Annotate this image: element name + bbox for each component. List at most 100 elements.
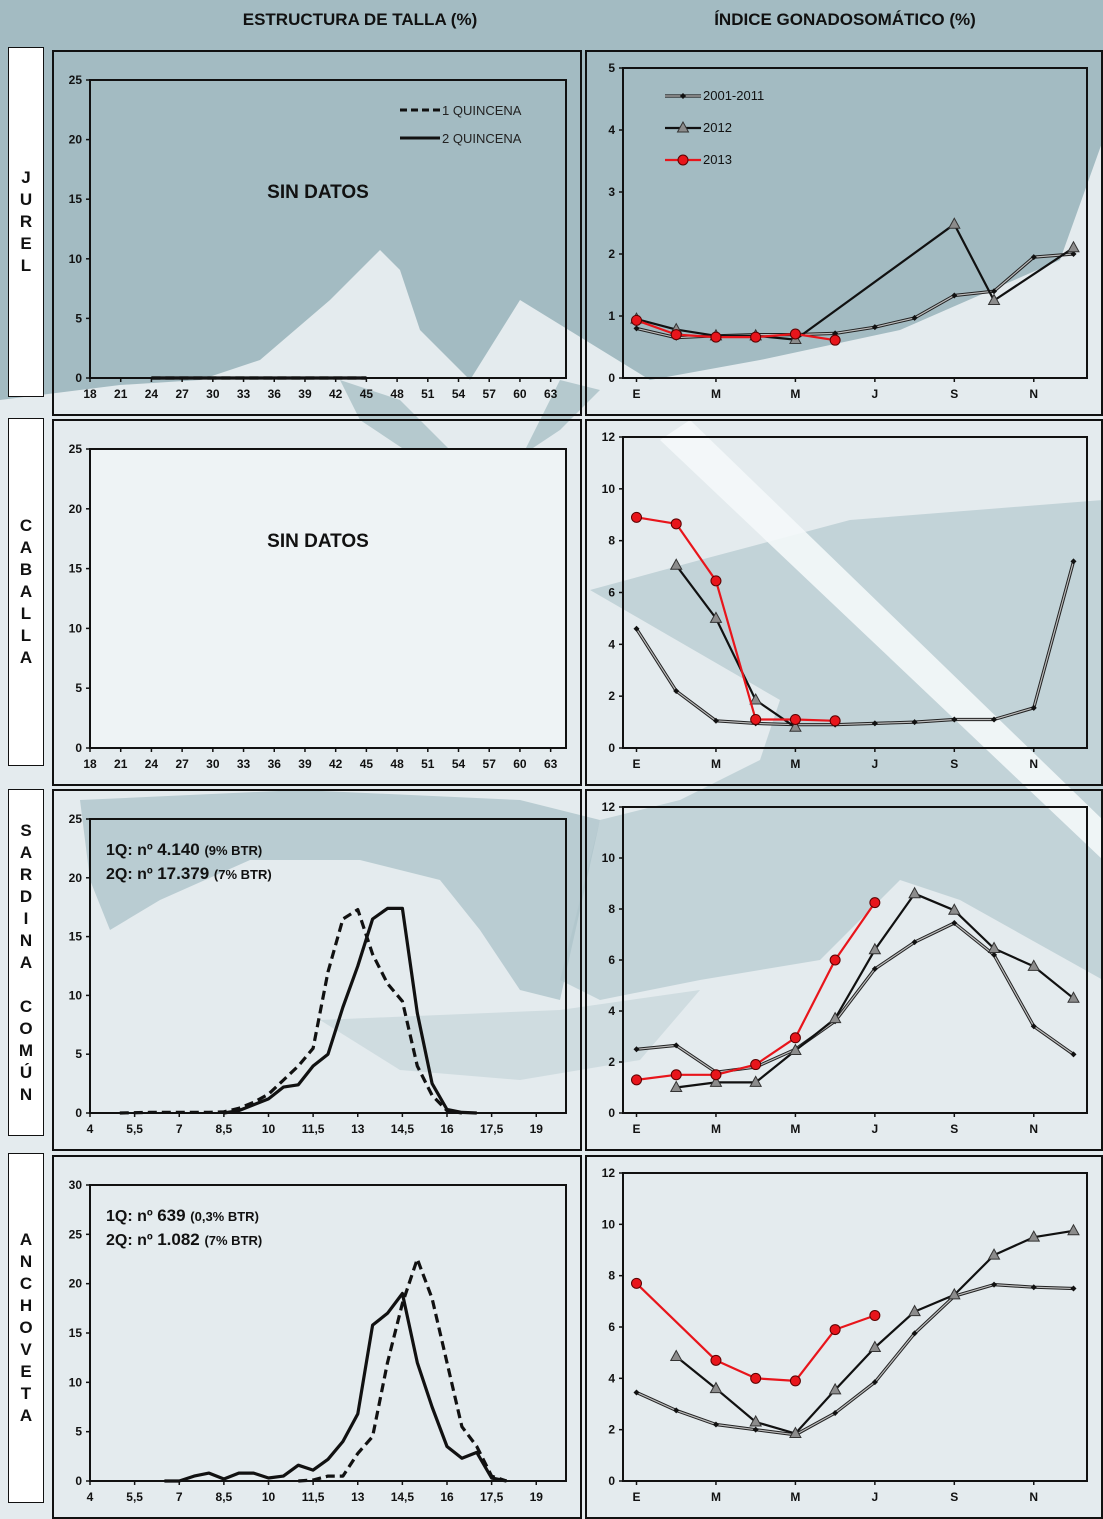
- y-tick-label: 20: [69, 133, 83, 147]
- data-point-2001-2011: [832, 1409, 839, 1416]
- data-point-2001-2011: [673, 687, 680, 694]
- data-point-2001-2011: [1070, 1285, 1077, 1292]
- y-tick-label: 20: [69, 1277, 83, 1291]
- x-tick-label: 19: [530, 1490, 544, 1504]
- series-line-2013: [636, 319, 836, 342]
- y-tick-label: 5: [608, 61, 615, 75]
- x-tick-label: 8,5: [216, 1490, 233, 1504]
- chart-jurel-igs: 0 1 2 3 4 5 E M M J S N 2001-2011 2012 2013: [585, 50, 1103, 416]
- y-tick-label: 25: [69, 442, 83, 456]
- right-column-title: ÍNDICE GONADOSOMÁTICO (%): [714, 10, 976, 29]
- no-data-annotation: SIN DATOS: [267, 531, 369, 552]
- x-tick-label: 4: [87, 1122, 94, 1136]
- x-tick-label: 21: [114, 757, 128, 771]
- series-line-2001-2011: [635, 561, 1075, 726]
- y-tick-label: 0: [608, 1474, 615, 1488]
- species-letter: I: [23, 908, 29, 928]
- data-point-2001-2011: [951, 716, 958, 723]
- y-tick-label: 2: [608, 247, 615, 261]
- y-tick-label: 1: [608, 309, 615, 323]
- legend-label: 2013: [703, 152, 732, 167]
- data-point-2013: [710, 575, 722, 587]
- y-tick-label: 12: [602, 1166, 616, 1180]
- y-tick-label: 10: [69, 1375, 83, 1389]
- legend-marker: [676, 120, 690, 133]
- data-point-2001-2011: [1030, 254, 1037, 261]
- data-point-2001-2011: [991, 1281, 998, 1288]
- data-point-2013: [631, 511, 643, 523]
- x-tick-label: 42: [329, 387, 343, 401]
- jurel-talla-svg: 0 5 10 15 20 25 18 21 24 27 30 33 36 39 42 45 48 51 54 57 60…: [69, 73, 567, 401]
- y-tick-label: 3: [608, 185, 615, 199]
- chart-anchoveta-igs: 0 2 4 6 8 10 12 E M M J S N: [585, 1155, 1103, 1519]
- species-letter: O: [19, 1318, 33, 1337]
- species-letter: A: [19, 1230, 33, 1249]
- data-point-2013: [631, 1074, 643, 1086]
- data-point-2001-2011: [911, 1330, 918, 1337]
- data-point-2012: [828, 1011, 842, 1024]
- x-tick-label: S: [950, 1122, 958, 1136]
- data-point-2001-2011: [673, 1042, 680, 1049]
- x-tick-label: 45: [360, 387, 374, 401]
- x-tick-label: 7: [176, 1122, 183, 1136]
- x-tick-label: S: [950, 1490, 958, 1504]
- data-point-2012: [789, 720, 802, 732]
- species-letter: R: [19, 212, 33, 231]
- y-tick-label: 0: [75, 371, 82, 385]
- species-letter: B: [19, 560, 33, 579]
- data-point-2012: [908, 886, 921, 899]
- y-tick-label: 8: [608, 534, 615, 548]
- data-point-2012: [908, 1304, 921, 1317]
- x-tick-label: N: [1029, 757, 1038, 771]
- y-tick-label: 15: [69, 1326, 83, 1340]
- x-tick-label: M: [790, 1122, 800, 1136]
- sample-count-label: 2Q: nº 17.379 (7% BTR): [106, 864, 272, 883]
- chart-sardina-igs: 0 2 4 6 8 10 12 E M M J S N: [585, 789, 1103, 1151]
- data-point-2001-2011: [1070, 558, 1077, 565]
- data-point-2001-2011: [991, 951, 998, 958]
- data-point-2012: [669, 1349, 683, 1362]
- species-letter: A: [19, 842, 33, 862]
- x-tick-label: 63: [544, 387, 558, 401]
- x-tick-label: 54: [452, 757, 466, 771]
- data-point-2013: [750, 1059, 762, 1071]
- data-point-2012: [947, 903, 961, 915]
- series-line-2013: [636, 516, 836, 722]
- data-point-2013: [829, 1324, 841, 1336]
- x-tick-label: 45: [360, 757, 374, 771]
- data-point-2012: [749, 1075, 763, 1087]
- y-tick-label: 6: [608, 586, 615, 600]
- x-tick-label: 7: [176, 1490, 183, 1504]
- x-tick-label: J: [872, 1490, 879, 1504]
- data-point-2012: [789, 1043, 802, 1056]
- series-line-2001-2011: [636, 1283, 1074, 1436]
- x-tick-label: 17,5: [480, 1122, 504, 1136]
- x-tick-label: 54: [452, 387, 466, 401]
- y-tick-label: 20: [69, 871, 83, 885]
- data-point-2001-2011: [871, 324, 878, 331]
- jurel-igs-svg: 0 1 2 3 4 5 E M M J S N 2001-2011 2012 2013: [608, 61, 1088, 401]
- data-point-2001-2011: [911, 314, 918, 321]
- x-tick-label: 5,5: [126, 1122, 143, 1136]
- species-letter: S: [20, 820, 32, 840]
- x-tick-label: 4: [87, 1490, 94, 1504]
- y-tick-label: 2: [608, 1055, 615, 1069]
- y-tick-label: 0: [75, 1106, 82, 1120]
- sample-count-label: 1Q: nº 639 (0,3% BTR): [106, 1206, 259, 1225]
- data-point-2013: [750, 331, 762, 343]
- x-tick-label: M: [790, 387, 800, 401]
- x-tick-label: 14,5: [391, 1490, 415, 1504]
- species-letter: A: [19, 648, 33, 667]
- data-point-2013: [829, 954, 841, 966]
- species-letter: A: [19, 1406, 33, 1425]
- no-data-annotation: SIN DATOS: [267, 182, 369, 203]
- data-point-2001-2011: [633, 1046, 640, 1053]
- data-point-2012: [709, 1381, 723, 1394]
- y-tick-label: 15: [69, 192, 83, 206]
- data-point-2012: [987, 941, 1001, 954]
- species-letter: H: [19, 1296, 33, 1315]
- x-tick-label: 57: [483, 387, 497, 401]
- y-tick-label: 0: [608, 371, 615, 385]
- x-tick-label: 10: [262, 1490, 276, 1504]
